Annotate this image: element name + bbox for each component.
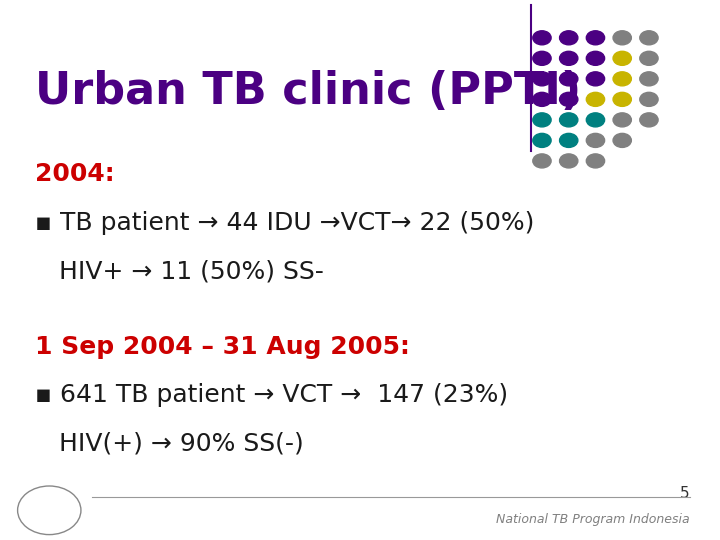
Circle shape: [640, 72, 658, 86]
Circle shape: [533, 92, 551, 106]
Text: National TB Program Indonesia: National TB Program Indonesia: [496, 513, 690, 526]
Circle shape: [613, 51, 631, 65]
Circle shape: [586, 154, 605, 168]
Circle shape: [559, 133, 578, 147]
Circle shape: [613, 31, 631, 45]
Circle shape: [559, 154, 578, 168]
Circle shape: [586, 72, 605, 86]
Circle shape: [533, 72, 551, 86]
Circle shape: [586, 133, 605, 147]
Circle shape: [559, 51, 578, 65]
Circle shape: [586, 113, 605, 127]
Text: 5: 5: [680, 486, 690, 501]
Circle shape: [559, 92, 578, 106]
Text: HIV(+) → 90% SS(-): HIV(+) → 90% SS(-): [35, 432, 304, 456]
Circle shape: [533, 154, 551, 168]
Text: Urban TB clinic (PPTI): Urban TB clinic (PPTI): [35, 70, 582, 113]
Circle shape: [640, 31, 658, 45]
Circle shape: [533, 51, 551, 65]
Circle shape: [533, 133, 551, 147]
Circle shape: [640, 51, 658, 65]
Circle shape: [640, 113, 658, 127]
Circle shape: [613, 72, 631, 86]
Circle shape: [559, 72, 578, 86]
Circle shape: [613, 92, 631, 106]
Circle shape: [559, 113, 578, 127]
Circle shape: [586, 51, 605, 65]
Text: 2004:: 2004:: [35, 162, 114, 186]
Circle shape: [640, 92, 658, 106]
Circle shape: [533, 31, 551, 45]
Text: ▪ 641 TB patient → VCT →  147 (23%): ▪ 641 TB patient → VCT → 147 (23%): [35, 383, 508, 407]
Text: 1 Sep 2004 – 31 Aug 2005:: 1 Sep 2004 – 31 Aug 2005:: [35, 335, 410, 359]
Circle shape: [613, 133, 631, 147]
Circle shape: [613, 113, 631, 127]
Circle shape: [586, 92, 605, 106]
Circle shape: [559, 31, 578, 45]
Text: HIV+ → 11 (50%) SS-: HIV+ → 11 (50%) SS-: [35, 259, 324, 283]
Circle shape: [533, 113, 551, 127]
Text: ▪ TB patient → 44 IDU →VCT→ 22 (50%): ▪ TB patient → 44 IDU →VCT→ 22 (50%): [35, 211, 534, 234]
Circle shape: [586, 31, 605, 45]
